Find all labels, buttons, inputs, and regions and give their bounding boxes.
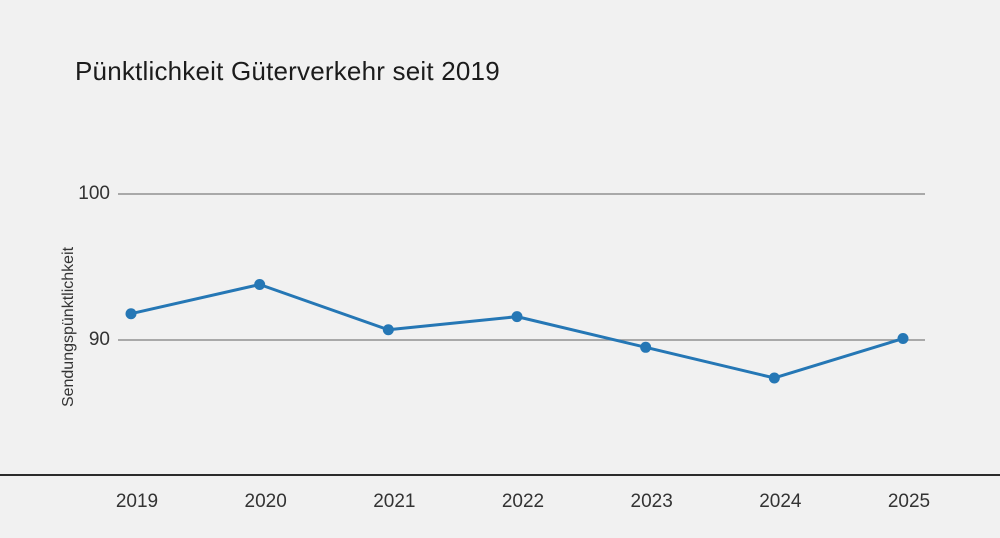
data-point-2025: [897, 333, 909, 345]
x-tick-label-2025: 2025: [887, 491, 931, 512]
chart-title: Pünktlichkeit Güterverkehr seit 2019: [75, 56, 500, 86]
x-tick-label-2024: 2024: [759, 491, 802, 512]
data-point-2024: [768, 372, 780, 384]
x-tick-label-2022: 2022: [501, 491, 545, 512]
y-tick-100: 100: [78, 183, 110, 204]
data-line: [130, 283, 904, 380]
x-axis-line: [0, 474, 1000, 476]
data-point-2023: [640, 341, 652, 353]
data-point-2021: [382, 324, 394, 336]
x-tick-label-2020: 2020: [244, 491, 287, 512]
data-point-2019: [125, 308, 137, 320]
x-tick-label-2019: 2019: [115, 491, 159, 512]
data-point-2020: [254, 279, 266, 291]
x-tick-label-2023: 2023: [630, 491, 673, 512]
x-tick-label-2021: 2021: [373, 491, 416, 512]
data-point-2022: [511, 311, 523, 323]
y-tick-90: 90: [88, 329, 110, 350]
